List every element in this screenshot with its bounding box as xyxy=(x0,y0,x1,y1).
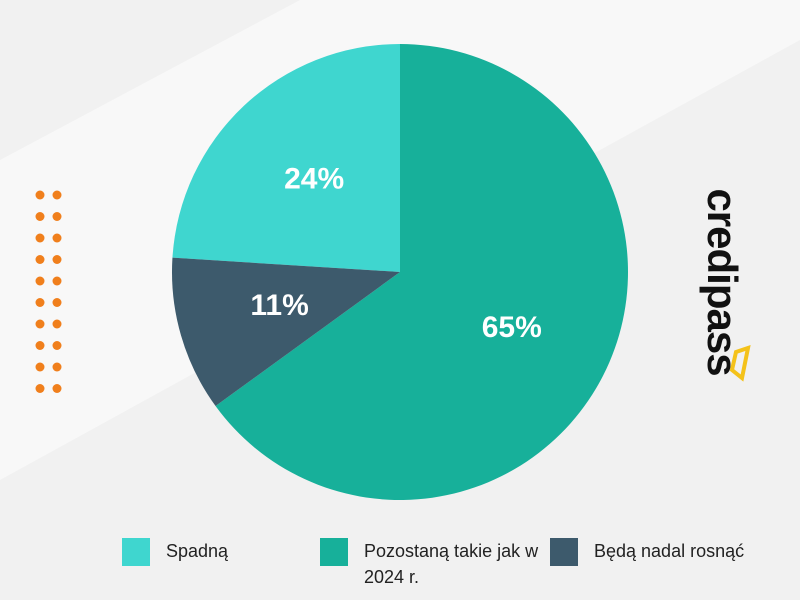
decor-dot xyxy=(35,319,45,329)
legend-swatch xyxy=(550,538,578,566)
decor-dot xyxy=(52,319,62,329)
decor-dot xyxy=(35,341,45,350)
legend-item: Spadną xyxy=(122,538,316,566)
pie-slice xyxy=(215,44,628,500)
decor-dot xyxy=(52,341,62,350)
decor-dot xyxy=(52,276,62,286)
decor-dot xyxy=(35,276,45,286)
brand: credipass xyxy=(699,188,746,376)
decor-dot xyxy=(52,233,62,243)
data-label: 65% xyxy=(482,311,542,344)
decor-dot xyxy=(52,190,62,200)
legend-label: Pozostaną takie jak w 2024 r. xyxy=(364,541,539,587)
decor-dot xyxy=(52,212,62,221)
decor-dot xyxy=(52,362,62,372)
decor-dot xyxy=(52,255,62,264)
pie-slice xyxy=(172,44,400,272)
pie-slice xyxy=(171,257,400,407)
decor-dot xyxy=(35,190,45,200)
data-label: 24% xyxy=(284,163,344,196)
decor-dot xyxy=(52,298,62,307)
decor-dots xyxy=(35,190,62,393)
legend-item: Pozostaną takie jak w 2024 r. xyxy=(320,538,544,590)
brand-icon xyxy=(729,345,751,382)
legend-swatch xyxy=(320,538,348,566)
decor-dot xyxy=(35,362,45,372)
decor-dot xyxy=(35,212,45,221)
decor-dot xyxy=(35,233,45,243)
data-label: 11% xyxy=(250,289,308,322)
decor-dot xyxy=(52,384,62,393)
legend-label: Będą nadal rosnąć xyxy=(594,541,745,561)
legend-item: Będą nadal rosnąć xyxy=(550,538,754,566)
legend-label: Spadną xyxy=(166,541,229,561)
decor-dot xyxy=(35,384,45,393)
decor-dot xyxy=(35,255,45,264)
legend-swatch xyxy=(122,538,150,566)
decor-dot xyxy=(35,298,45,307)
